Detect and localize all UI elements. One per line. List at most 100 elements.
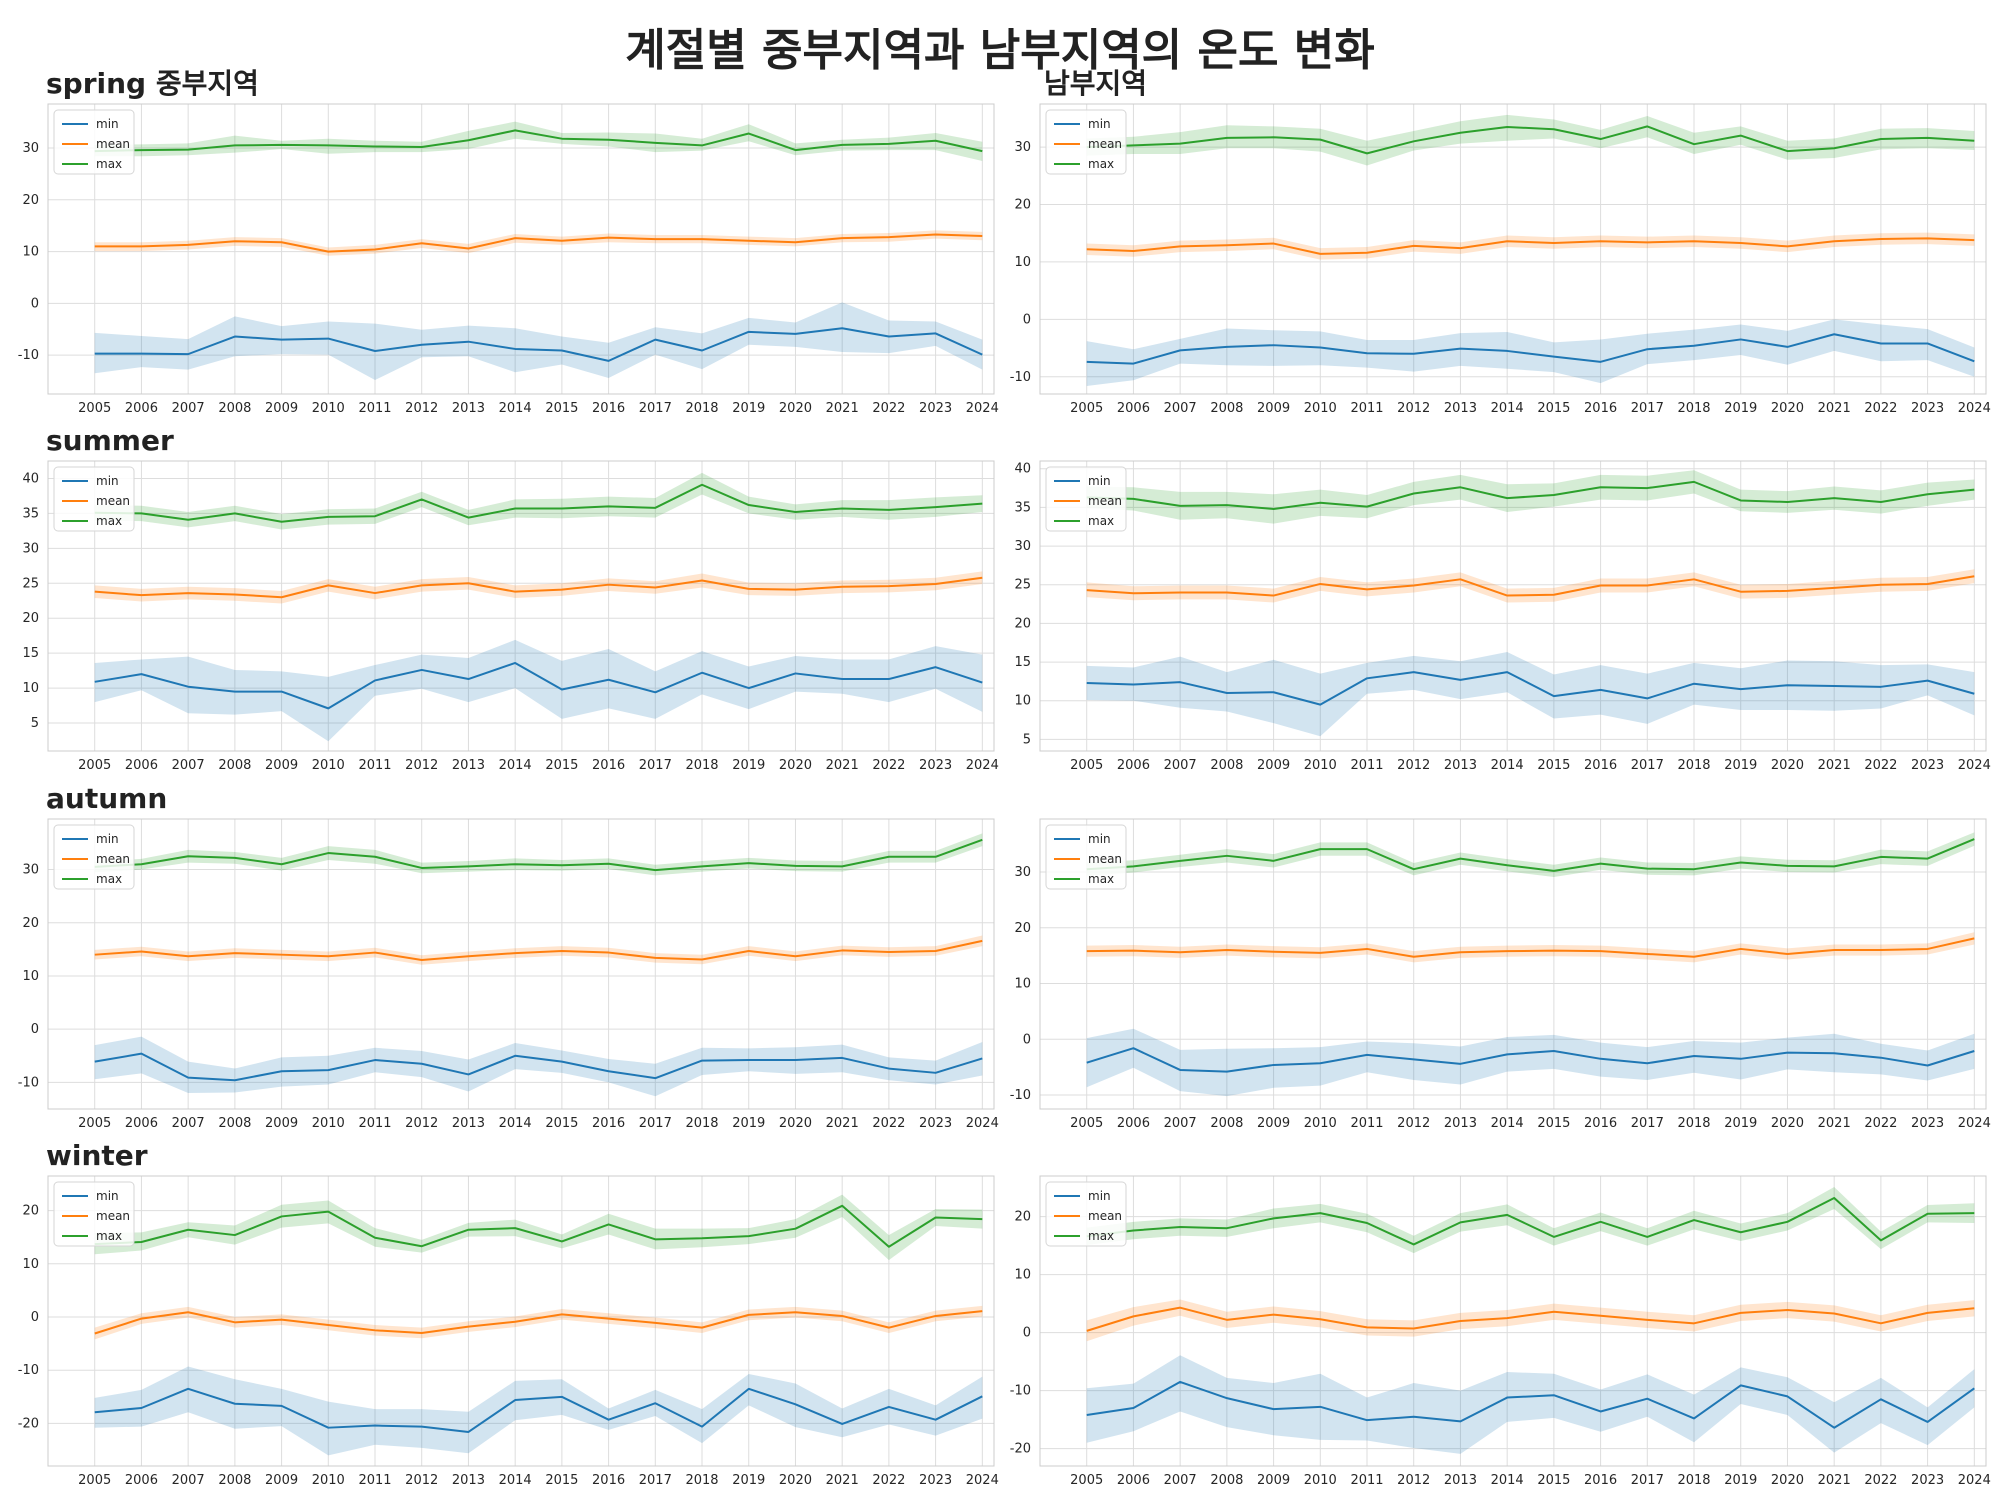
max-band <box>95 122 983 161</box>
x-tick-label: 2024 <box>966 758 999 773</box>
mean-band <box>95 1306 983 1340</box>
x-tick-label: 2019 <box>1724 1116 1757 1131</box>
x-tick-label: 2014 <box>1491 401 1524 416</box>
x-tick-label: 2008 <box>1210 1116 1243 1131</box>
x-tick-label: 2010 <box>312 758 345 773</box>
x-tick-label: 2020 <box>1771 401 1804 416</box>
x-tick-label: 2020 <box>779 401 812 416</box>
x-tick-label: 2023 <box>1911 1116 1944 1131</box>
mean-band <box>1087 1300 1975 1342</box>
x-tick-label: 2022 <box>1864 758 1897 773</box>
y-tick-label: 30 <box>22 863 39 878</box>
y-tick-label: 20 <box>1014 197 1031 212</box>
legend-label-mean: mean <box>96 137 130 151</box>
max-band <box>1087 115 1975 166</box>
x-tick-label: 2023 <box>919 1116 952 1131</box>
y-tick-label: 15 <box>22 646 39 661</box>
panel-4: 2005 2006 2007 2008 2009 2010 2011 2012 2013 2014… <box>18 819 999 1131</box>
x-tick-label: 2010 <box>312 1116 345 1131</box>
legend-label-max: max <box>1088 1229 1114 1243</box>
x-tick-label: 2009 <box>1257 758 1290 773</box>
x-tick-label: 2019 <box>1724 401 1757 416</box>
y-tick-label: 40 <box>1014 462 1031 477</box>
x-tick-label: 2016 <box>1584 401 1617 416</box>
x-tick-label: 2016 <box>592 758 625 773</box>
x-tick-label: 2018 <box>685 1473 718 1488</box>
x-tick-label: 2018 <box>1677 1473 1710 1488</box>
legend: min mean max <box>1046 825 1126 889</box>
y-tick-label: 15 <box>1014 655 1031 670</box>
x-tick-label: 2013 <box>1444 1116 1477 1131</box>
y-tick-label: 0 <box>31 1022 39 1037</box>
x-tick-label: 2007 <box>172 1116 205 1131</box>
y-tick-label: 10 <box>1014 255 1031 270</box>
y-tick-label: 25 <box>22 576 39 591</box>
x-tick-label: 2019 <box>1724 758 1757 773</box>
x-tick-label: 2022 <box>1864 401 1897 416</box>
x-tick-label: 2020 <box>1771 758 1804 773</box>
x-tick-label: 2017 <box>1631 1473 1664 1488</box>
x-tick-label: 2015 <box>1537 401 1570 416</box>
y-tick-label: -10 <box>18 348 39 363</box>
legend-label-mean: mean <box>96 1209 130 1223</box>
x-tick-label: 2010 <box>312 1473 345 1488</box>
x-tick-label: 2024 <box>966 1116 999 1131</box>
x-tick-label: 2016 <box>592 1473 625 1488</box>
x-tick-label: 2022 <box>1864 1473 1897 1488</box>
y-tick-label: 0 <box>1023 312 1031 327</box>
x-tick-label: 2018 <box>1677 758 1710 773</box>
legend-label-max: max <box>96 872 122 886</box>
x-tick-label: 2009 <box>265 401 298 416</box>
x-tick-label: 2016 <box>592 1116 625 1131</box>
x-tick-label: 2009 <box>265 758 298 773</box>
y-tick-label: 40 <box>22 471 39 486</box>
x-tick-label: 2021 <box>1818 758 1851 773</box>
y-tick-label: 0 <box>1023 1032 1031 1047</box>
x-tick-label: 2012 <box>405 1473 438 1488</box>
legend-label-max: max <box>96 157 122 171</box>
x-tick-label: 2010 <box>1304 1473 1337 1488</box>
x-tick-label: 2012 <box>405 401 438 416</box>
x-tick-label: 2006 <box>1117 401 1150 416</box>
y-tick-label: 10 <box>1014 1268 1031 1283</box>
x-tick-label: 2012 <box>1397 1473 1430 1488</box>
x-tick-label: 2012 <box>405 1116 438 1131</box>
legend-label-mean: mean <box>96 852 130 866</box>
x-tick-label: 2011 <box>358 401 391 416</box>
x-tick-label: 2020 <box>779 1473 812 1488</box>
x-tick-label: 2014 <box>499 1116 532 1131</box>
y-tick-label: -20 <box>18 1416 39 1431</box>
y-tick-label: -10 <box>1010 1384 1031 1399</box>
x-tick-label: 2019 <box>732 401 765 416</box>
x-tick-label: 2014 <box>499 401 532 416</box>
x-tick-label: 2013 <box>1444 401 1477 416</box>
x-tick-label: 2017 <box>639 401 672 416</box>
legend-label-mean: mean <box>96 494 130 508</box>
x-tick-label: 2012 <box>1397 401 1430 416</box>
legend-label-mean: mean <box>1088 1209 1122 1223</box>
x-tick-label: 2021 <box>826 401 859 416</box>
legend: min mean max <box>1046 110 1126 174</box>
x-tick-label: 2013 <box>452 758 485 773</box>
x-tick-label: 2016 <box>592 401 625 416</box>
min-band <box>95 302 983 380</box>
legend-label-min: min <box>96 117 119 131</box>
panel-0: 2005 2006 2007 2008 2009 2010 2011 2012 2013 2014… <box>18 104 999 416</box>
y-tick-label: 30 <box>22 141 39 156</box>
x-tick-label: 2017 <box>1631 1116 1664 1131</box>
x-tick-label: 2016 <box>1584 1473 1617 1488</box>
x-tick-label: 2006 <box>125 758 158 773</box>
x-tick-label: 2024 <box>1958 401 1991 416</box>
x-tick-label: 2023 <box>1911 1473 1944 1488</box>
x-tick-label: 2008 <box>1210 1473 1243 1488</box>
panel-7: 2005 2006 2007 2008 2009 2010 2011 2012 2013 2014… <box>1010 1176 1991 1488</box>
legend: min mean max <box>1046 467 1126 531</box>
y-tick-label: -10 <box>1010 370 1031 385</box>
y-tick-label: 20 <box>1014 1210 1031 1225</box>
x-tick-label: 2014 <box>499 1473 532 1488</box>
x-tick-label: 2009 <box>265 1473 298 1488</box>
panel-1: 2005 2006 2007 2008 2009 2010 2011 2012 2013 2014… <box>1010 104 1991 416</box>
x-tick-label: 2020 <box>1771 1116 1804 1131</box>
x-tick-label: 2011 <box>1350 758 1383 773</box>
x-tick-label: 2009 <box>1257 1473 1290 1488</box>
